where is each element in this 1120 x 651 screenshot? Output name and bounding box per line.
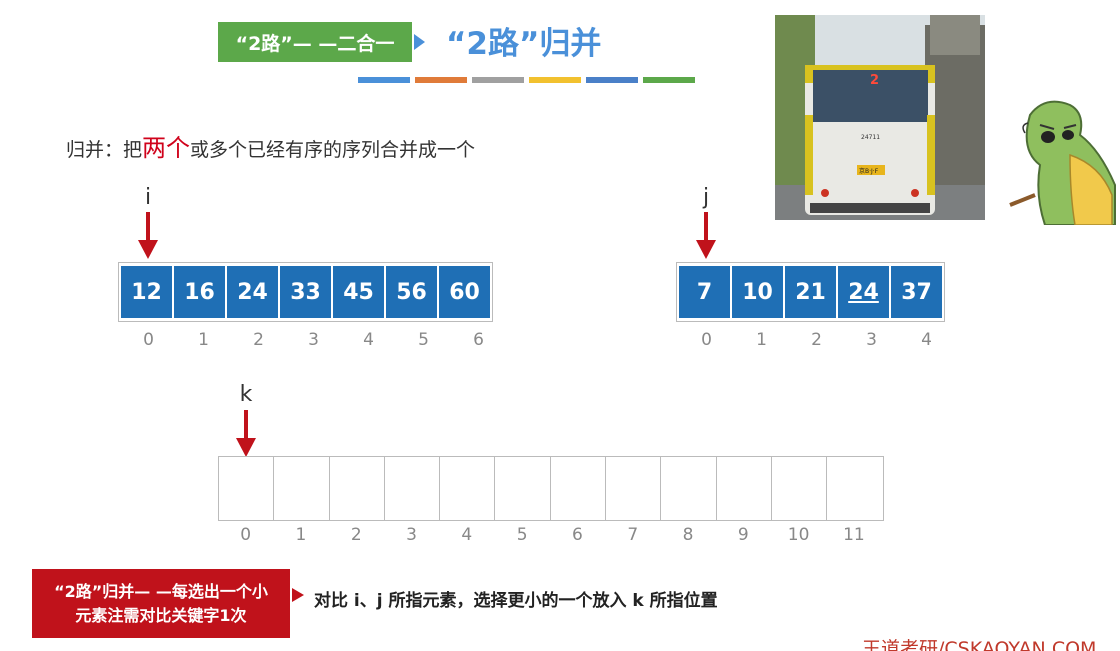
title-color-bars xyxy=(358,77,695,83)
note-arrow-icon xyxy=(292,588,304,602)
array_i-index: 6 xyxy=(473,330,484,350)
array-k-index: 9 xyxy=(737,525,749,545)
pointer-k-arrow-icon xyxy=(236,410,256,457)
array_i-index: 5 xyxy=(418,330,429,350)
title-color-bar xyxy=(643,77,695,83)
array-k-index: 4 xyxy=(461,525,473,545)
pointer-j-arrow-icon xyxy=(696,212,716,259)
array-k-index: 1 xyxy=(295,525,307,545)
array-k-cell xyxy=(219,457,275,520)
array-k-indices: 0 1 2 3 4 5 6 7 8 9 10 11 xyxy=(218,525,882,545)
array_i-cell: 12 xyxy=(121,266,172,318)
title-color-bar xyxy=(529,77,581,83)
array_i-cell-value: 33 xyxy=(290,279,321,305)
tag-arrow-icon xyxy=(414,34,425,50)
array-k-cell xyxy=(551,457,607,520)
bus-id-text: 24711 xyxy=(861,134,880,141)
result-array-k xyxy=(218,456,884,521)
array_i-cell-value: 60 xyxy=(449,279,480,305)
array-k-cell xyxy=(717,457,772,520)
page-title: “2路”归并 xyxy=(446,26,602,62)
array_i-cell-value: 16 xyxy=(184,279,215,305)
plate-text: 京B·J·F xyxy=(859,167,879,175)
array-k-index: 8 xyxy=(682,525,694,545)
array_j-cell-value: 21 xyxy=(795,279,826,305)
array_i-index: 0 xyxy=(143,330,154,350)
bus-photo: 2 24711 京B·J·F xyxy=(775,15,985,220)
array_j-index: 4 xyxy=(921,330,932,350)
title-color-bar xyxy=(415,77,467,83)
array-k-index: 2 xyxy=(350,525,362,545)
array-k-cell xyxy=(495,457,551,520)
array_i-cell: 16 xyxy=(174,266,225,318)
array-i-indices: 0 1 2 3 4 5 6 xyxy=(121,330,506,350)
array_i-cell: 60 xyxy=(439,266,490,318)
array_j-index: 3 xyxy=(866,330,877,350)
note-line-2: 元素注需对比关键字1次 xyxy=(75,605,247,625)
array-k-cell xyxy=(385,457,441,520)
array_i-cell-value: 56 xyxy=(396,279,427,305)
array-j-indices: 0 1 2 3 4 xyxy=(679,330,954,350)
note-line-1: “2路”归并— —每选出一个小 xyxy=(54,581,268,601)
array_i-index: 3 xyxy=(308,330,319,350)
array_i-cell: 56 xyxy=(386,266,437,318)
merge-explanation: 对比 i、j 所指元素，选择更小的一个放入 k 所指位置 xyxy=(314,591,718,611)
definition-suffix: 或多个已经有序的序列合并成一个 xyxy=(190,139,476,161)
array-k-index: 6 xyxy=(572,525,583,545)
array-j: 7 10 21 24 37 xyxy=(676,262,945,322)
array-k-index: 10 xyxy=(787,525,810,545)
array_j-cell-value: 37 xyxy=(901,279,932,305)
title-color-bar xyxy=(472,77,524,83)
array-k-index: 5 xyxy=(516,525,528,545)
array-k-cell xyxy=(661,457,717,520)
array_j-cell-value: 10 xyxy=(742,279,773,305)
array-k-cell xyxy=(274,457,330,520)
array_i-cell: 33 xyxy=(280,266,331,318)
array_i-cell-value: 24 xyxy=(237,279,268,305)
definition-emphasis: 两个 xyxy=(142,134,191,162)
array_i-index: 2 xyxy=(253,330,264,350)
array-k-index: 7 xyxy=(627,525,639,545)
pointer-k-label: k xyxy=(239,382,253,407)
array_j-cell: 37 xyxy=(891,266,942,318)
cartoon-dinosaur-icon xyxy=(990,95,1120,226)
array-k-index: 3 xyxy=(406,525,417,545)
array_i-cell: 24 xyxy=(227,266,278,318)
array_j-index: 0 xyxy=(701,330,712,350)
watermark: 王道考研/CSKAOYAN.COM xyxy=(862,638,1097,651)
array-k-cell xyxy=(772,457,828,520)
pointer-i-arrow-icon xyxy=(138,212,158,259)
array_i-cell-value: 45 xyxy=(343,279,374,305)
array-k-cell xyxy=(606,457,662,520)
array_j-cell: 24 xyxy=(838,266,889,318)
title-color-bar xyxy=(358,77,410,83)
merge-note-box: “2路”归并— —每选出一个小 元素注需对比关键字1次 xyxy=(32,569,290,638)
bus-route-number: 2 xyxy=(870,73,879,88)
array-k-index: 11 xyxy=(843,525,865,545)
pointer-j-label: j xyxy=(702,185,710,210)
array_j-cell: 7 xyxy=(679,266,730,318)
array_j-cell-value: 24 xyxy=(848,279,879,305)
array-k-cell xyxy=(440,457,496,520)
array_i-cell-value: 12 xyxy=(131,279,162,305)
two-way-merge-tag: “2路”— —二合一 xyxy=(218,22,412,62)
title-color-bar xyxy=(586,77,638,83)
array_i-cell: 45 xyxy=(333,266,384,318)
definition-prefix: 归并：把 xyxy=(66,139,143,161)
array_i-index: 4 xyxy=(363,330,374,350)
array_j-index: 1 xyxy=(756,330,767,350)
array_j-cell-value: 7 xyxy=(696,279,713,305)
array_i-index: 1 xyxy=(198,330,209,350)
array-k-index: 0 xyxy=(240,525,252,545)
merge-definition: 归并：把 两个 或多个已经有序的序列合并成一个 xyxy=(66,128,475,163)
array_j-cell: 21 xyxy=(785,266,836,318)
array_j-cell: 10 xyxy=(732,266,783,318)
array-k-cell xyxy=(330,457,385,520)
array_j-index: 2 xyxy=(811,330,822,350)
array-i: 12 16 24 33 45 56 60 xyxy=(118,262,493,322)
array-k-cell xyxy=(827,457,882,520)
pointer-i-label: i xyxy=(144,185,152,210)
